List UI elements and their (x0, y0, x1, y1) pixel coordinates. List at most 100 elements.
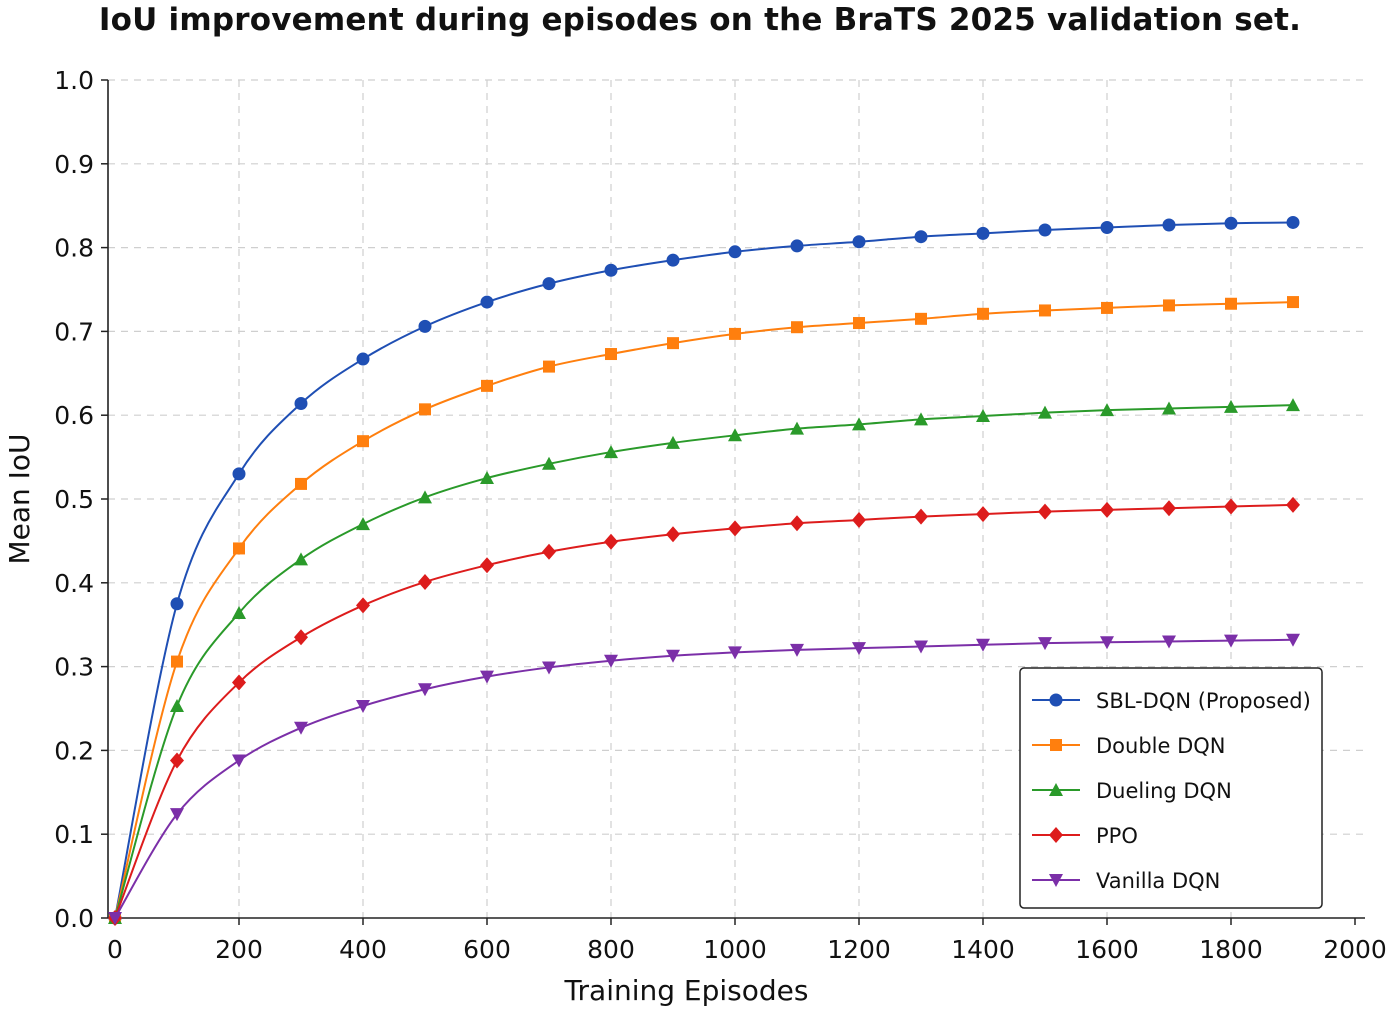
series-line (114, 404, 1294, 919)
data-point (977, 307, 989, 320)
data-point (728, 245, 742, 259)
x-axis-label: Training Episodes (564, 974, 809, 1007)
y-tick-label: 0.1 (54, 820, 94, 849)
data-point (605, 348, 617, 361)
data-point (542, 661, 556, 675)
data-point (418, 573, 432, 590)
axes: 0.0 0.1 0.2 0.3 0.4 0.5 0.6 0.7 0.8 0.9 1.0 0 200 400… (54, 66, 1387, 964)
data-point (1224, 216, 1238, 230)
x-tick-label: 1200 (827, 935, 891, 964)
legend-item: PPO (1032, 824, 1138, 848)
data-point (791, 321, 803, 334)
data-point (232, 467, 246, 481)
data-point (294, 396, 308, 410)
data-point (1100, 636, 1114, 650)
data-point (1038, 637, 1052, 651)
legend-marker (1050, 739, 1062, 751)
data-point (294, 721, 308, 735)
data-point (852, 511, 866, 528)
data-point (1225, 297, 1237, 310)
data-point (170, 752, 184, 769)
data-point (852, 235, 866, 249)
data-point (1162, 500, 1176, 517)
data-point (1038, 405, 1052, 419)
data-point (790, 515, 804, 532)
series-dueling-dqn (108, 398, 1300, 924)
data-point (1287, 296, 1299, 309)
legend-label: PPO (1096, 824, 1138, 848)
series-vanilla-dqn (108, 633, 1300, 925)
x-tick-label: 400 (339, 935, 387, 964)
data-point (233, 542, 245, 555)
data-point (542, 277, 556, 291)
y-tick-label: 0.6 (54, 401, 94, 430)
data-point (357, 435, 369, 448)
y-tick-label: 0.4 (54, 569, 94, 598)
data-point (729, 327, 741, 340)
y-axis-label: Mean IoU (3, 433, 36, 564)
data-point (356, 597, 370, 614)
x-tick-label: 1800 (1199, 935, 1263, 964)
data-point (170, 597, 184, 611)
data-point (480, 471, 494, 485)
data-point (480, 295, 494, 309)
data-point (170, 698, 184, 712)
data-point (666, 649, 680, 663)
data-point (1039, 304, 1051, 317)
data-point (666, 435, 680, 449)
legend-item: SBL-DQN (Proposed) (1032, 689, 1311, 713)
data-point (976, 226, 990, 240)
legend-marker (1049, 783, 1063, 796)
data-point (1224, 399, 1238, 413)
chart-title: IoU improvement during episodes on the B… (98, 2, 1302, 38)
y-tick-label: 0.9 (54, 150, 94, 179)
data-point (790, 421, 804, 435)
legend-label: Dueling DQN (1096, 779, 1232, 803)
data-point (853, 317, 865, 330)
series-line (114, 301, 1294, 919)
data-point (543, 360, 555, 373)
data-point (171, 655, 183, 668)
data-point (294, 552, 308, 566)
x-tick-label: 1000 (703, 935, 767, 964)
data-point (914, 412, 928, 426)
data-point (1162, 218, 1176, 232)
x-tick-label: 1600 (1075, 935, 1139, 964)
data-point (1286, 215, 1300, 229)
data-point (852, 642, 866, 656)
data-point (790, 643, 804, 657)
data-point (481, 379, 493, 392)
legend-marker (1049, 827, 1063, 843)
data-point (232, 674, 246, 691)
data-point (480, 557, 494, 574)
data-point (976, 409, 990, 423)
data-point (1038, 503, 1052, 520)
data-point (232, 754, 246, 768)
x-tick-label: 1400 (951, 935, 1015, 964)
data-point (542, 456, 556, 470)
legend: SBL-DQN (Proposed) Double DQN Dueling DQN P… (1019, 667, 1323, 909)
data-point (418, 490, 432, 504)
data-point (356, 517, 370, 531)
legend-marker (1049, 874, 1063, 887)
data-point (914, 230, 928, 244)
data-point (728, 428, 742, 442)
x-tick-label: 0 (107, 935, 123, 964)
data-point (852, 417, 866, 431)
data-point (604, 263, 618, 277)
y-tick-label: 0.7 (54, 317, 94, 346)
data-point (976, 506, 990, 523)
data-point (976, 638, 990, 652)
data-point (356, 352, 370, 366)
data-point (480, 670, 494, 684)
data-point (295, 477, 307, 490)
legend-marker (1049, 693, 1063, 707)
data-point (108, 912, 122, 925)
legend-item: Vanilla DQN (1032, 869, 1220, 893)
data-point (604, 445, 618, 459)
x-tick-label: 800 (587, 935, 635, 964)
legend-label: SBL-DQN (Proposed) (1096, 689, 1311, 713)
series-layer (108, 215, 1300, 926)
legend-item: Dueling DQN (1032, 779, 1232, 803)
data-point (790, 239, 804, 253)
